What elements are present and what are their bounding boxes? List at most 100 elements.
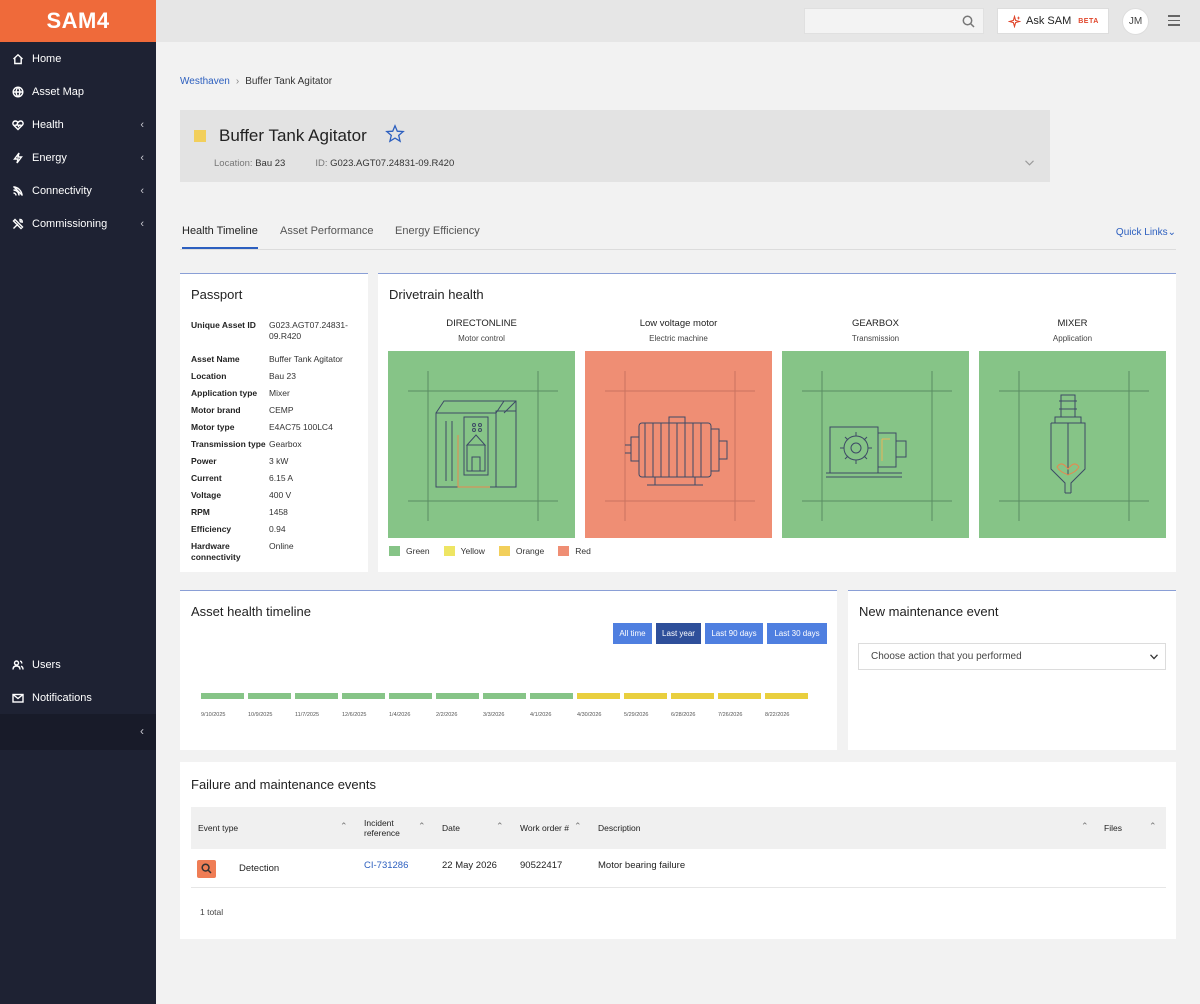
passport-label: Hardware connectivity [191, 541, 241, 562]
events-title: Failure and maintenance events [191, 777, 377, 792]
sidebar-item-label: Connectivity [32, 184, 92, 197]
range-last-90-days-button[interactable]: Last 90 days [705, 623, 763, 644]
sort-icon[interactable]: ⌃ [574, 821, 582, 831]
passport-value: Bau 23 [269, 371, 296, 381]
breadcrumb-current: Buffer Tank Agitator [245, 76, 333, 87]
sort-icon[interactable]: ⌃ [418, 821, 426, 831]
incident-reference-link[interactable]: CI-731286 [364, 860, 409, 871]
timeline-date-label: 2/2/2026 [436, 712, 458, 718]
legend-label: Green [406, 546, 430, 556]
tools-icon [12, 218, 24, 229]
timeline-segment[interactable] [295, 693, 338, 699]
sidebar-item-label: Asset Map [32, 85, 84, 98]
component-type: Electric machine [649, 334, 708, 343]
sparkle-icon [1008, 14, 1021, 28]
timeline-segment[interactable] [248, 693, 291, 699]
star-icon[interactable] [385, 124, 405, 144]
search-input[interactable] [804, 8, 984, 34]
range-all-time-button[interactable]: All time [613, 623, 652, 644]
signal-icon [13, 185, 23, 196]
app-logo[interactable]: SAM4 [0, 0, 156, 42]
home-icon [13, 53, 23, 64]
maintenance-action-select[interactable]: Choose action that you performed [858, 643, 1166, 670]
drivetrain-component[interactable]: GEARBOX Transmission [782, 318, 969, 538]
column-header-date[interactable]: Date [442, 823, 460, 833]
component-name: GEARBOX [852, 318, 899, 329]
asset-header: Buffer Tank Agitator Location: Bau 23 ID:… [180, 110, 1050, 182]
search-icon [201, 863, 212, 874]
sidebar-collapse-button[interactable]: ‹ [0, 714, 156, 750]
status-square [194, 130, 206, 142]
sort-icon[interactable]: ⌃ [496, 821, 504, 831]
sort-icon[interactable]: ⌃ [1149, 821, 1157, 831]
timeline-segment[interactable] [624, 693, 667, 699]
quick-links-dropdown[interactable]: Quick Links⌄ [1116, 227, 1176, 238]
timeline-segment[interactable] [765, 693, 808, 699]
hamburger-menu-icon[interactable] [1168, 15, 1180, 26]
sort-icon[interactable]: ⌃ [1081, 821, 1089, 831]
description-cell: Motor bearing failure [598, 860, 686, 871]
sidebar-item-commissioning[interactable]: Commissioning ‹ [0, 207, 156, 240]
sidebar-item-users[interactable]: Users [0, 648, 156, 681]
passport-label: Current [191, 473, 222, 483]
passport-value: Online [269, 541, 294, 551]
topbar: Ask SAM BETA JM [156, 0, 1200, 42]
sort-icon[interactable]: ⌃ [340, 821, 348, 831]
timeline-segment[interactable] [483, 693, 526, 699]
sidebar-item-energy[interactable]: Energy ‹ [0, 141, 156, 174]
location-value: Bau 23 [255, 158, 286, 169]
timeline-segment[interactable] [718, 693, 761, 699]
column-header-work-order[interactable]: Work order # [520, 823, 569, 833]
drivetrain-component[interactable]: MIXER Application [979, 318, 1166, 538]
sidebar-item-home[interactable]: Home [0, 42, 156, 75]
legend-label: Red [575, 546, 591, 556]
tab-energy-efficiency[interactable]: Energy Efficiency [395, 225, 480, 237]
sidebar-item-notifications[interactable]: Notifications [0, 681, 156, 714]
chevron-down-icon [1150, 654, 1158, 660]
beta-badge: BETA [1078, 17, 1099, 25]
sidebar-item-asset-map[interactable]: Asset Map [0, 75, 156, 108]
events-card: Failure and maintenance events Event typ… [180, 762, 1176, 939]
range-last-year-button[interactable]: Last year [656, 623, 701, 644]
chevron-down-icon: ⌄ [1167, 227, 1176, 238]
column-header-description[interactable]: Description [598, 823, 641, 833]
timeline-segment[interactable] [436, 693, 479, 699]
passport-value: Buffer Tank Agitator [269, 354, 343, 364]
heart-icon [12, 119, 24, 130]
legend-item-orange: Orange [498, 546, 545, 556]
timeline-date-label: 4/30/2026 [577, 712, 602, 718]
tab-health-timeline[interactable]: Health Timeline [182, 225, 258, 249]
column-header-incident-reference[interactable]: Incident reference [364, 818, 400, 838]
detection-badge [197, 860, 216, 878]
breadcrumb-link-westhaven[interactable]: Westhaven [180, 76, 230, 87]
sidebar-item-label: Commissioning [32, 217, 108, 230]
tab-bar: Health Timeline Asset Performance Energy… [180, 218, 1176, 250]
timeline-segment[interactable] [530, 693, 573, 699]
timeline-segment[interactable] [389, 693, 432, 699]
mail-icon [12, 693, 24, 703]
passport-label: Voltage [191, 490, 222, 500]
avatar[interactable]: JM [1122, 8, 1149, 35]
column-header-event-type[interactable]: Event type [198, 823, 239, 833]
timeline-segment[interactable] [201, 693, 244, 699]
tab-asset-performance[interactable]: Asset Performance [280, 225, 374, 237]
chevron-down-icon[interactable] [1025, 160, 1034, 166]
sidebar-item-connectivity[interactable]: Connectivity ‹ [0, 174, 156, 207]
ask-sam-button[interactable]: Ask SAM BETA [997, 8, 1109, 34]
column-header-files[interactable]: Files [1104, 823, 1122, 833]
timeline-segment[interactable] [671, 693, 714, 699]
passport-title: Passport [191, 287, 243, 302]
timeline-segment[interactable] [342, 693, 385, 699]
drivetrain-component[interactable]: DIRECTONLINE Motor control [388, 318, 575, 538]
drivetrain-component[interactable]: Low voltage motor Electric machine [585, 318, 772, 538]
timeline-segment[interactable] [577, 693, 620, 699]
legend-label: Orange [515, 546, 545, 556]
sidebar: SAM4 Home Asset Map Health ‹ Energy ‹ Co… [0, 0, 156, 1004]
range-last-30-days-button[interactable]: Last 30 days [767, 623, 827, 644]
passport-value: CEMP [269, 405, 294, 415]
passport-label: Motor brand [191, 405, 241, 415]
timeline-date-label: 7/26/2026 [718, 712, 743, 718]
sidebar-item-health[interactable]: Health ‹ [0, 108, 156, 141]
passport-value: 6.15 A [269, 473, 294, 483]
passport-value: E4AC75 100LC4 [269, 422, 333, 432]
